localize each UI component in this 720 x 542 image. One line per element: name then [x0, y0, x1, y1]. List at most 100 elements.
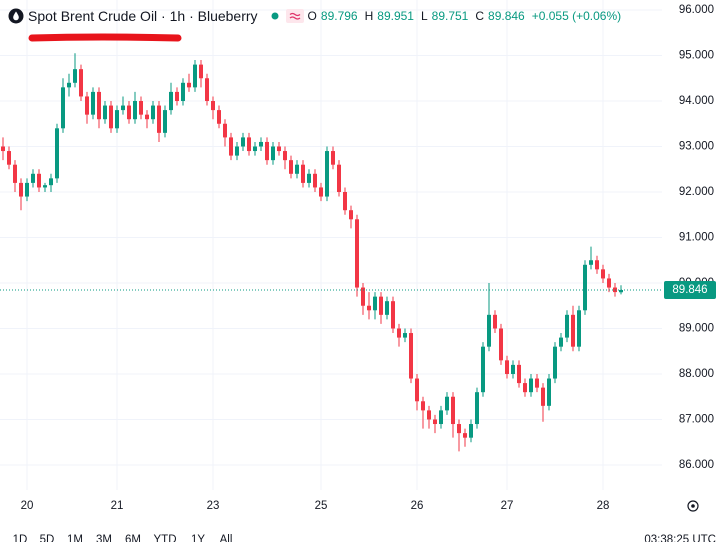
candle-body: [67, 82, 71, 88]
range-button[interactable]: 5D: [40, 534, 55, 542]
candle-body: [529, 378, 533, 393]
y-tick-label: 96.000: [679, 4, 714, 16]
candle-body: [19, 182, 23, 197]
candle-body: [217, 110, 221, 124]
change: +0.055 (+0.06%): [531, 9, 622, 23]
range-button[interactable]: 6M: [125, 534, 141, 542]
candle-body: [61, 87, 65, 129]
ohlc-value: 89.951: [377, 9, 414, 23]
ohlc-label: O: [307, 9, 317, 23]
candle-body: [331, 151, 335, 165]
candle-body: [493, 314, 497, 329]
candle-body: [307, 173, 311, 183]
candle-body: [397, 328, 401, 338]
candle-body: [517, 364, 521, 384]
x-tick-label: 20: [21, 500, 34, 512]
symbol-icon: [8, 8, 24, 24]
range-button[interactable]: 1M: [67, 534, 83, 542]
candle-body: [49, 178, 53, 186]
axes: 86.00087.00088.00089.00090.00091.00092.0…: [21, 4, 716, 512]
candle-body: [487, 314, 491, 347]
candle-body: [511, 364, 515, 374]
candle-body: [169, 91, 173, 111]
y-tick-label: 91.000: [679, 232, 714, 244]
candle-body: [301, 164, 305, 183]
range-button[interactable]: 1D: [13, 534, 28, 542]
y-tick-label: 94.000: [679, 95, 714, 107]
range-button[interactable]: 1Y: [191, 534, 205, 542]
y-tick-label: 89.000: [679, 323, 714, 335]
candle-body: [391, 301, 395, 329]
highlight-underline: [28, 33, 182, 42]
x-tick-label: 21: [111, 500, 124, 512]
candle-body: [7, 151, 11, 165]
candle-body: [457, 424, 461, 434]
ohlc-label: C: [475, 9, 485, 23]
candle-body: [355, 219, 359, 288]
candle-body: [427, 410, 431, 420]
candle-body: [523, 383, 527, 393]
candle-body: [181, 82, 185, 102]
candle-body: [127, 105, 131, 120]
candle-body: [115, 110, 119, 129]
candle-body: [37, 173, 41, 188]
candle-body: [469, 424, 473, 438]
range-button[interactable]: 3M: [96, 534, 112, 542]
y-tick-label: 93.000: [679, 141, 714, 153]
ohlc-label: L: [420, 9, 428, 23]
ohlc-value: 89.796: [320, 9, 358, 23]
settings-icon[interactable]: [687, 500, 699, 512]
candle-body: [373, 296, 377, 311]
candle-body: [79, 69, 83, 97]
candle-body: [211, 101, 215, 111]
range-button[interactable]: YTD: [154, 534, 177, 542]
candle-body: [91, 91, 95, 115]
candle-body: [439, 410, 443, 425]
candle-body: [55, 128, 59, 179]
candle-body: [1, 146, 5, 152]
candle-body: [235, 146, 239, 156]
candle-body: [295, 164, 299, 174]
candle-body: [313, 173, 317, 188]
x-tick-label: 28: [597, 500, 610, 512]
candle-body: [349, 210, 353, 220]
range-button[interactable]: All: [220, 534, 233, 542]
candle-body: [367, 305, 371, 311]
candle-body: [361, 287, 365, 306]
last-price-box: [664, 280, 716, 299]
candle-body: [139, 101, 143, 115]
x-tick-label: 25: [315, 500, 328, 512]
ohlc-value: 89.846: [488, 9, 525, 23]
candle-body: [289, 160, 293, 174]
candle-body: [571, 314, 575, 347]
candle-body: [589, 260, 593, 265]
candle-body: [241, 137, 245, 147]
x-tick-label: 26: [411, 500, 424, 512]
candle-body: [403, 333, 407, 338]
candle-body: [73, 69, 77, 83]
candle-body: [157, 105, 161, 133]
candle-body: [583, 264, 587, 311]
ohlc-label: H: [364, 9, 374, 23]
candle-body: [415, 378, 419, 402]
candle-body: [31, 173, 35, 183]
candle-body: [25, 182, 29, 197]
candle-body: [133, 101, 137, 120]
candle-body: [121, 105, 125, 111]
candle-body: [445, 396, 449, 411]
clock: 03:38:25 UTC: [644, 534, 716, 542]
candle-body: [325, 151, 329, 197]
candle-body: [175, 91, 179, 102]
candle-body: [319, 187, 323, 197]
y-tick-label: 95.000: [679, 50, 714, 62]
candle-body: [505, 360, 509, 374]
candle-body: [103, 105, 107, 120]
x-tick-label: 27: [501, 500, 514, 512]
candle-body: [601, 269, 605, 279]
candle-body: [619, 289, 623, 293]
candle-body: [223, 123, 227, 138]
candle-body: [553, 346, 557, 379]
candle-body: [151, 105, 155, 120]
